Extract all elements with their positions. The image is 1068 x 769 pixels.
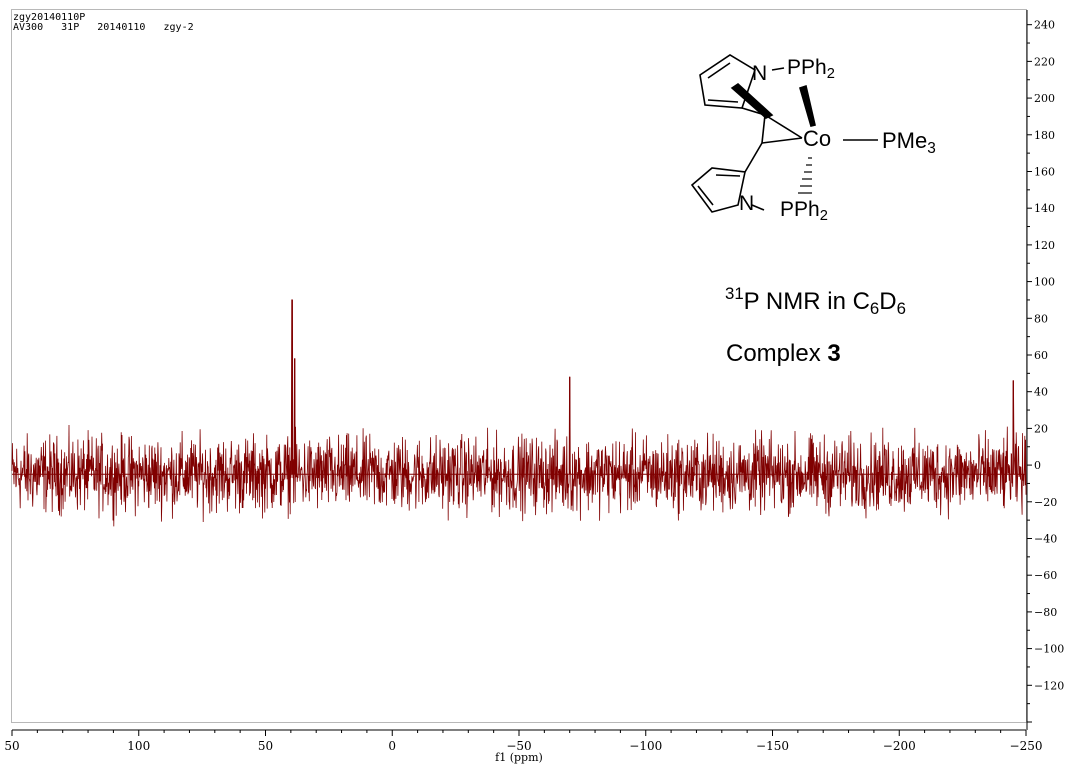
- bond: [751, 204, 765, 211]
- y-tick-label: 140: [1034, 202, 1055, 215]
- spectrum-series: [11, 299, 1027, 527]
- complex-structure: [690, 54, 878, 213]
- atom-n-bottom: N: [739, 192, 755, 215]
- y-tick-label: 200: [1034, 92, 1055, 105]
- pyrrole-ring-bottom: [690, 167, 746, 213]
- y-axis: 240220200180160140120100806040200−20−40−…: [1026, 10, 1064, 730]
- pyrrole-ring-top: [699, 54, 756, 109]
- hashed-bond: [798, 157, 812, 194]
- x-tick-label: −250: [1010, 739, 1043, 753]
- y-tick-label: 80: [1034, 312, 1048, 325]
- x-tick-label: 50: [258, 739, 273, 753]
- x-tick-label: 50: [4, 739, 19, 753]
- x-tick-label: 0: [388, 739, 396, 753]
- bond: [744, 142, 763, 173]
- y-tick-label: 20: [1034, 422, 1048, 435]
- y-tick-label: 0: [1034, 459, 1041, 472]
- pyrrole-double-bond: [715, 174, 741, 177]
- x-tick-label: 100: [127, 739, 150, 753]
- wedge-bond: [730, 82, 774, 119]
- y-tick-label: −80: [1034, 606, 1057, 619]
- y-tick-label: 100: [1034, 276, 1055, 289]
- spectrum-trace: [11, 299, 1027, 527]
- x-tick-label: −50: [506, 739, 531, 753]
- x-tick-label: −150: [756, 739, 789, 753]
- atom-co: Co: [803, 126, 832, 151]
- y-tick-label: 180: [1034, 129, 1055, 142]
- wedge-bond: [799, 84, 816, 127]
- bond: [761, 137, 803, 144]
- pph2-top-label: PPh2: [787, 56, 835, 82]
- y-tick-label: 160: [1034, 165, 1055, 178]
- complex-label: Complex 3: [726, 340, 841, 367]
- pph2-bottom-label: PPh2: [780, 198, 828, 224]
- y-tick-label: 60: [1034, 349, 1048, 362]
- y-tick-label: −60: [1034, 569, 1057, 582]
- pyrrole-double-bond: [707, 62, 731, 79]
- y-tick-label: −20: [1034, 496, 1057, 509]
- x-axis-label: f1 (ppm): [495, 751, 543, 764]
- y-tick-label: −100: [1034, 643, 1064, 656]
- nmr-solvent-label: 31P NMR in C6D6: [725, 284, 906, 318]
- pyrrole-double-bond: [697, 185, 714, 206]
- y-tick-label: −40: [1034, 532, 1057, 545]
- x-tick-label: −200: [883, 739, 916, 753]
- file-name: zgy20140110P: [13, 12, 86, 23]
- pme3-label: PMe3: [882, 128, 936, 157]
- x-axis: 50 100 50 0 −50 −100 −150 −200 −250 f1 (ppm): [4, 729, 1043, 764]
- acquisition-info: AV300 31P 20140110 zgy-2: [13, 22, 194, 33]
- pyrrole-double-bond: [707, 99, 739, 103]
- bond: [764, 114, 803, 139]
- y-tick-label: 240: [1034, 19, 1055, 32]
- x-tick-label: −100: [629, 739, 662, 753]
- bond: [761, 114, 766, 144]
- y-tick-label: 40: [1034, 386, 1048, 399]
- atom-n-top: N: [752, 62, 768, 85]
- y-tick-label: 120: [1034, 239, 1055, 252]
- bond: [771, 67, 785, 71]
- y-tick-label: 220: [1034, 55, 1055, 68]
- y-tick-label: −120: [1034, 679, 1064, 692]
